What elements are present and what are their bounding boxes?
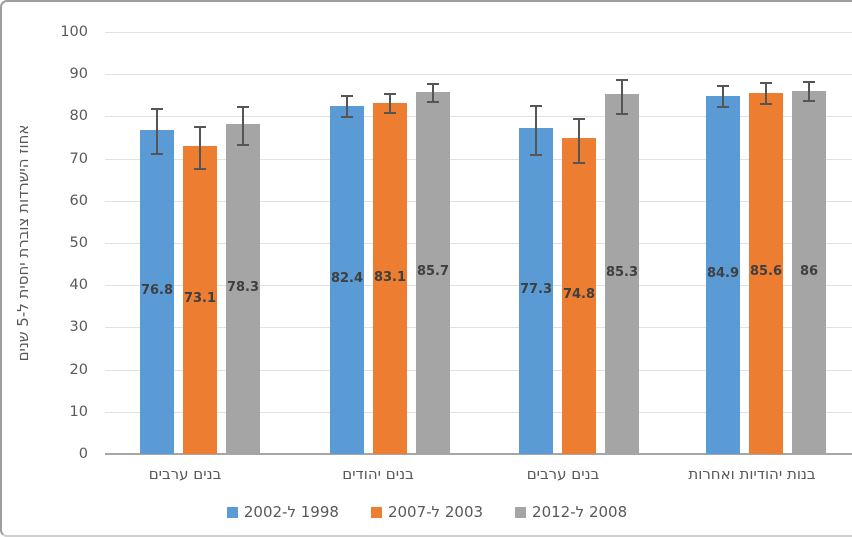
- gridline: [105, 200, 852, 202]
- legend-series-label: 2008 ל-2012: [532, 503, 628, 521]
- error-bar-cap-top: [760, 81, 772, 84]
- legend-series-label: 2003 ל-2007: [387, 503, 484, 521]
- bar: [605, 94, 639, 454]
- error-bar-cap-top: [803, 80, 815, 83]
- error-bar-cap-top: [427, 83, 439, 86]
- legend-color-swatch: [370, 506, 382, 518]
- y-tick-label: 80: [69, 108, 88, 125]
- y-tick-label: 0: [78, 446, 88, 462]
- gridline: [105, 243, 852, 244]
- chart-legend: 1998 ל-2002 2003 ל-2007 2008 ל-2012: [2, 503, 852, 521]
- y-tick-label: 50: [69, 235, 88, 251]
- y-tick-label: 10: [69, 403, 88, 420]
- y-tick-label: 20: [69, 361, 88, 378]
- bar-data-label: 85.7: [416, 264, 450, 280]
- x-category-label: בנים ערבים: [526, 465, 600, 483]
- error-bar-cap-bottom: [237, 143, 249, 146]
- x-category-label: בנות יהודיות ואחרות: [688, 465, 816, 483]
- error-bar-line: [199, 125, 201, 170]
- error-bar-cap-bottom: [616, 113, 628, 116]
- bar-data-label: 77.3: [519, 281, 553, 297]
- bar: [416, 92, 450, 454]
- x-axis-line: [105, 453, 852, 455]
- gridline: [105, 116, 852, 118]
- error-bar-cap-top: [717, 85, 729, 88]
- gridline: [105, 369, 852, 371]
- bar: [226, 123, 260, 454]
- bar: [706, 95, 740, 454]
- y-tick-label: 30: [69, 319, 88, 336]
- error-bar-line: [578, 117, 580, 164]
- gridline: [105, 411, 852, 413]
- gridline: [105, 327, 852, 329]
- y-tick-label: 70: [69, 150, 88, 167]
- error-bar-cap-bottom: [760, 102, 772, 105]
- error-bar-cap-top: [530, 105, 542, 108]
- bar-data-label: 74.8: [562, 287, 596, 303]
- error-bar-cap-top: [151, 108, 163, 111]
- gridline: [105, 285, 852, 287]
- error-bar-line: [621, 78, 623, 116]
- y-tick-label: 100: [60, 24, 88, 40]
- error-bar-cap-top: [194, 125, 206, 128]
- y-tick-label: 40: [69, 277, 88, 294]
- error-bar-line: [242, 106, 244, 146]
- bar: [792, 91, 826, 454]
- bar: [183, 145, 217, 454]
- gridline: [105, 32, 852, 33]
- legend-color-swatch: [515, 506, 527, 518]
- error-bar-line: [808, 80, 810, 103]
- bar: [140, 129, 174, 454]
- legend-series-label: 1998 ל-2002: [243, 503, 339, 521]
- error-bar-cap-top: [573, 117, 585, 120]
- bar-data-label: 73.1: [183, 290, 217, 306]
- error-bar-cap-bottom: [717, 105, 729, 108]
- error-bar-line: [765, 81, 767, 105]
- error-bar-cap-bottom: [803, 100, 815, 103]
- bar: [373, 103, 407, 454]
- bar-data-label: 84.9: [706, 265, 740, 281]
- error-bar-line: [346, 95, 348, 118]
- error-bar-cap-bottom: [573, 161, 585, 164]
- bar-data-label: 85.6: [749, 264, 783, 280]
- gridline: [105, 74, 852, 76]
- error-bar-cap-top: [384, 93, 396, 96]
- error-bar-cap-bottom: [151, 152, 163, 155]
- error-bar-cap-bottom: [384, 112, 396, 115]
- gridline: [105, 158, 852, 160]
- bar: [562, 138, 596, 454]
- error-bar-cap-top: [237, 106, 249, 109]
- bar: [749, 92, 783, 454]
- bar-data-label: 82.4: [330, 271, 364, 287]
- x-category-label: בנים ערבים: [148, 465, 222, 483]
- legend-item: 2003 ל-2007: [370, 503, 484, 521]
- bar: [519, 127, 553, 454]
- legend-item: 1998 ל-2002: [226, 503, 339, 521]
- error-bar-cap-top: [616, 78, 628, 81]
- bar-data-label: 86: [799, 263, 819, 279]
- bar: [330, 106, 364, 454]
- x-category-label: בנים יהודים: [342, 465, 414, 483]
- bar-data-label: 76.8: [140, 282, 174, 298]
- error-bar-cap-bottom: [530, 154, 542, 157]
- legend-color-swatch: [226, 506, 238, 518]
- error-bar-cap-bottom: [194, 167, 206, 170]
- bar-data-label: 78.3: [226, 279, 260, 295]
- error-bar-line: [432, 83, 434, 103]
- bar-data-label: 85.3: [605, 265, 639, 281]
- error-bar-line: [535, 105, 537, 157]
- y-tick-label: 90: [69, 66, 88, 83]
- bar-data-label: 83.1: [373, 269, 407, 285]
- y-tick-label: 60: [69, 192, 88, 209]
- error-bar-cap-top: [341, 95, 353, 98]
- error-bar-line: [722, 85, 724, 108]
- error-bar-line: [156, 108, 158, 155]
- error-bar-cap-bottom: [341, 115, 353, 118]
- legend-item: 2008 ל-2012: [515, 503, 627, 521]
- error-bar-cap-bottom: [427, 100, 439, 103]
- error-bar-line: [389, 93, 391, 115]
